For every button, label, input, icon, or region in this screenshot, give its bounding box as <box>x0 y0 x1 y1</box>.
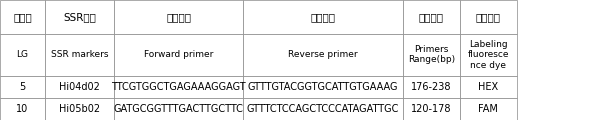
Text: SSR标记: SSR标记 <box>63 12 96 22</box>
Bar <box>45 76 114 98</box>
Bar <box>403 34 460 76</box>
Text: GATGCGGTTTGACTTGCTTC: GATGCGGTTTGACTTGCTTC <box>114 104 244 114</box>
Text: Reverse primer: Reverse primer <box>288 50 358 59</box>
Text: 荧光标记: 荧光标记 <box>476 12 501 22</box>
Bar <box>243 98 403 120</box>
Text: HEX: HEX <box>478 82 498 92</box>
Bar <box>460 34 517 76</box>
Text: 120-178: 120-178 <box>411 104 451 114</box>
Bar <box>403 98 460 120</box>
Text: FAM: FAM <box>478 104 498 114</box>
Bar <box>0 34 45 76</box>
Bar <box>0 76 45 98</box>
Text: LG: LG <box>17 50 28 59</box>
Text: Hi05b02: Hi05b02 <box>59 104 100 114</box>
Bar <box>403 0 460 34</box>
Text: 扩增范围: 扩增范围 <box>419 12 444 22</box>
Text: Forward primer: Forward primer <box>144 50 213 59</box>
Text: TTCGTGGCTGAGAAAGGAGT: TTCGTGGCTGAGAAAGGAGT <box>111 82 246 92</box>
Text: GTTTGTACGGTGCATTGTGAAAG: GTTTGTACGGTGCATTGTGAAAG <box>248 82 398 92</box>
Bar <box>243 76 403 98</box>
Bar <box>114 98 243 120</box>
Bar <box>460 76 517 98</box>
Bar <box>0 98 45 120</box>
Bar <box>243 34 403 76</box>
Bar <box>114 34 243 76</box>
Text: Labeling
fluoresce
nce dye: Labeling fluoresce nce dye <box>468 40 509 69</box>
Text: SSR markers: SSR markers <box>51 50 108 59</box>
Text: 176-238: 176-238 <box>411 82 451 92</box>
Bar <box>460 0 517 34</box>
Text: 下游引物: 下游引物 <box>311 12 335 22</box>
Text: 上游引物: 上游引物 <box>166 12 191 22</box>
Text: 10: 10 <box>16 104 29 114</box>
Bar <box>114 0 243 34</box>
Text: GTTTCTCCAGCTCCCATAGATTGC: GTTTCTCCAGCTCCCATAGATTGC <box>247 104 399 114</box>
Bar <box>45 0 114 34</box>
Text: 连锁群: 连锁群 <box>13 12 32 22</box>
Bar <box>45 98 114 120</box>
Bar <box>243 0 403 34</box>
Bar <box>114 76 243 98</box>
Text: Primers
Range(bp): Primers Range(bp) <box>407 45 455 64</box>
Text: 5: 5 <box>19 82 26 92</box>
Bar <box>45 34 114 76</box>
Bar <box>460 98 517 120</box>
Text: Hi04d02: Hi04d02 <box>59 82 100 92</box>
Bar <box>403 76 460 98</box>
Bar <box>0 0 45 34</box>
